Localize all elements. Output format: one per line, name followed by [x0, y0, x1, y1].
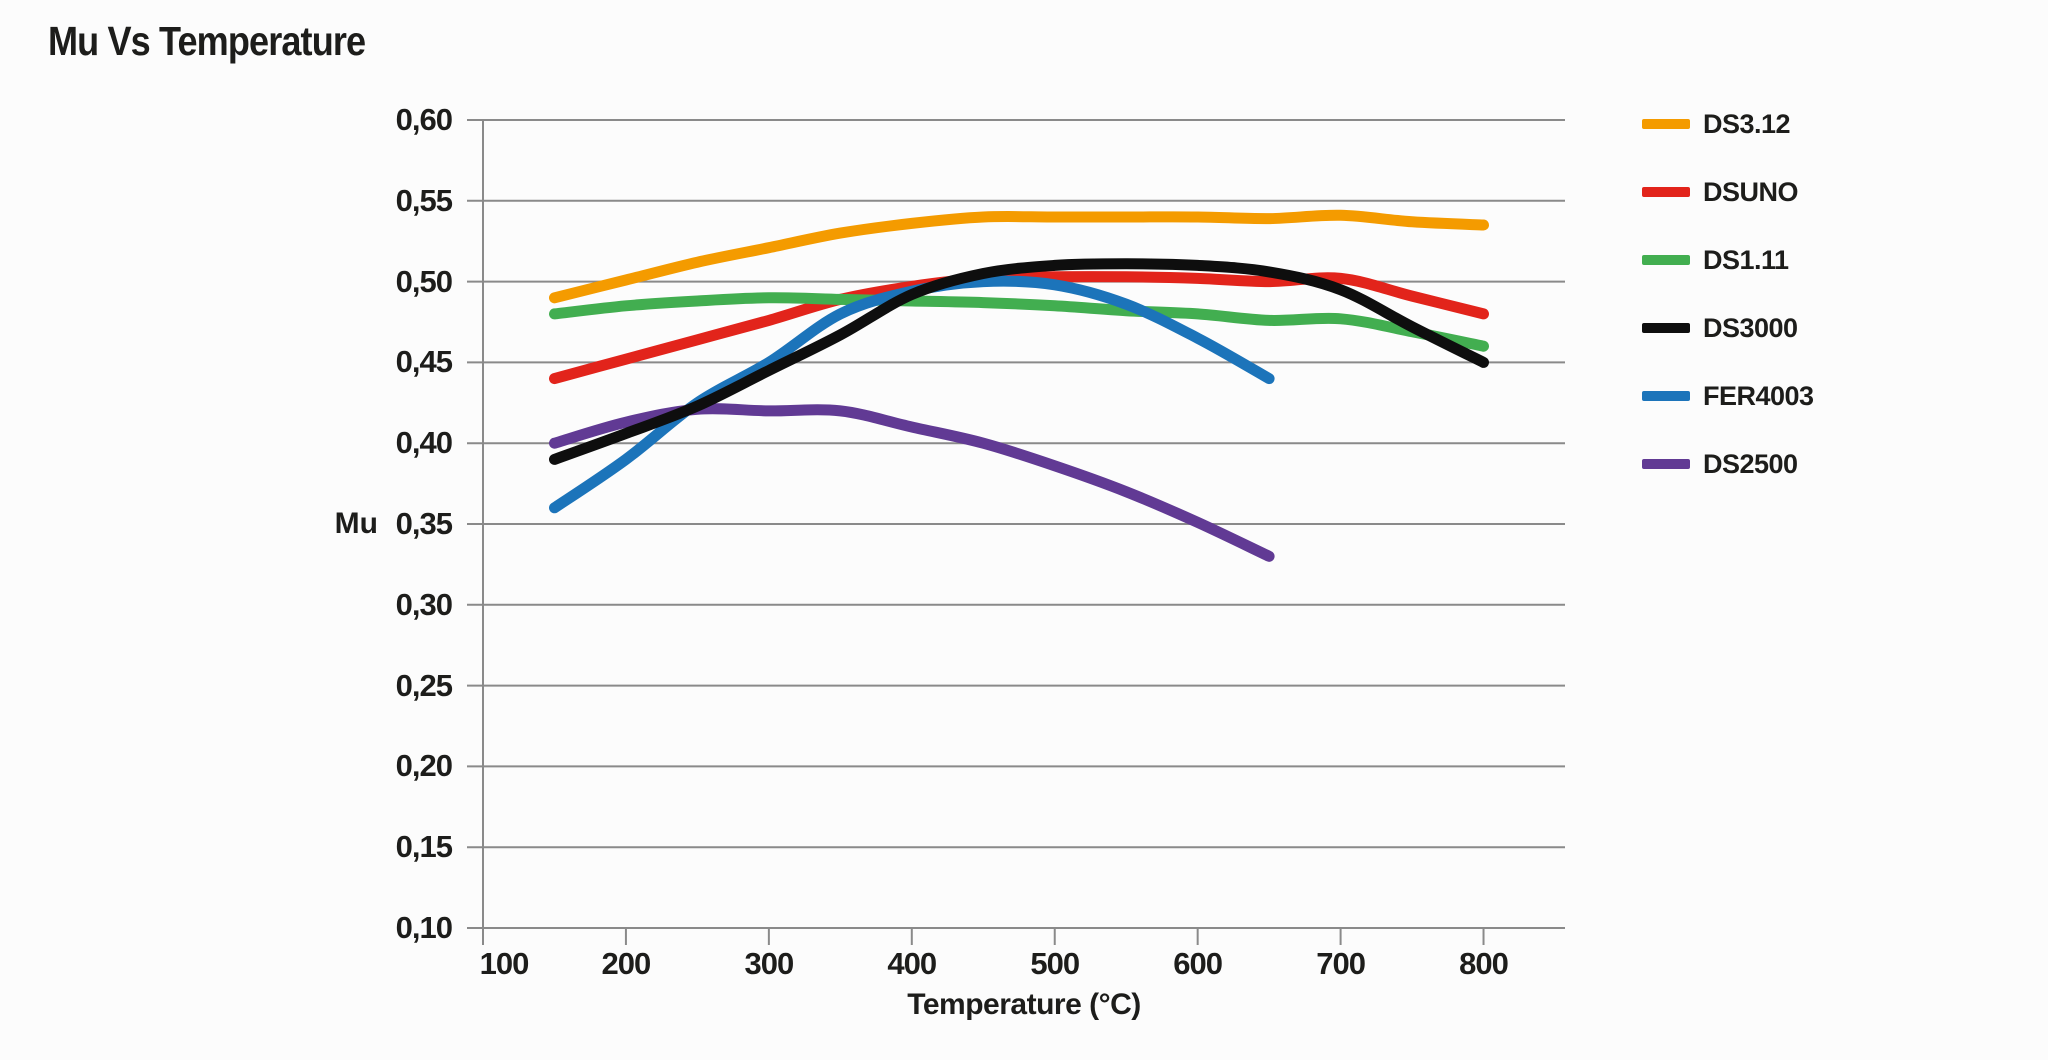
y-tick-label: 0,20 — [395, 748, 453, 784]
legend-item-DS2500: DS2500 — [1642, 447, 1798, 481]
legend-item-FER4003: FER4003 — [1642, 379, 1814, 413]
y-tick-label: 0,25 — [395, 667, 453, 703]
x-tick-label: 500 — [1030, 946, 1080, 981]
x-tick-label: 200 — [601, 946, 652, 981]
series-line-DS1.11 — [549, 292, 1489, 352]
y-tick-label: 0,45 — [395, 344, 453, 380]
legend-swatch — [1642, 187, 1690, 197]
legend-label: DS1.11 — [1703, 244, 1789, 275]
y-tick-label: 0,15 — [395, 829, 453, 865]
x-tick-label: 800 — [1459, 946, 1509, 981]
legend-swatch — [1642, 255, 1690, 265]
legend-label: DS3000 — [1703, 312, 1798, 343]
y-tick-label: 0,60 — [395, 102, 453, 137]
series-line-DS3.12 — [549, 209, 1489, 304]
x-tick-label: 600 — [1173, 946, 1223, 981]
legend-label: DS2500 — [1703, 448, 1798, 479]
legend-swatch — [1642, 119, 1690, 129]
series-line-FER4003 — [549, 275, 1275, 514]
legend-item-DS1.11: DS1.11 — [1642, 243, 1789, 277]
legend-item-DS3.12: DS3.12 — [1642, 107, 1791, 141]
legend-label: DS3.12 — [1703, 108, 1791, 139]
legend-item-DS3000: DS3000 — [1642, 311, 1798, 345]
legend-swatch — [1642, 323, 1690, 333]
y-axis-label: Mu — [334, 507, 378, 540]
x-tick-label: 100 — [479, 946, 530, 981]
legend-label: FER4003 — [1703, 380, 1814, 411]
legend-label: DSUNO — [1703, 176, 1799, 207]
legend-item-DSUNO: DSUNO — [1642, 175, 1799, 209]
series-line-DS3000 — [549, 258, 1489, 465]
y-tick-label: 0,30 — [395, 586, 453, 622]
y-tick-label: 0,50 — [395, 263, 453, 299]
x-axis-label: Temperature (°C) — [907, 988, 1141, 1021]
y-tick-label: 0,40 — [395, 425, 453, 461]
x-tick-label: 300 — [744, 946, 794, 981]
y-tick-label: 0,35 — [395, 506, 453, 541]
x-tick-label: 400 — [887, 946, 937, 981]
x-tick-label: 700 — [1316, 946, 1366, 981]
chart-title: Mu Vs Temperature — [48, 18, 366, 64]
legend-swatch — [1642, 391, 1690, 401]
y-tick-label: 0,10 — [395, 910, 453, 945]
legend-swatch — [1642, 459, 1690, 469]
y-tick-label: 0,55 — [395, 182, 453, 218]
